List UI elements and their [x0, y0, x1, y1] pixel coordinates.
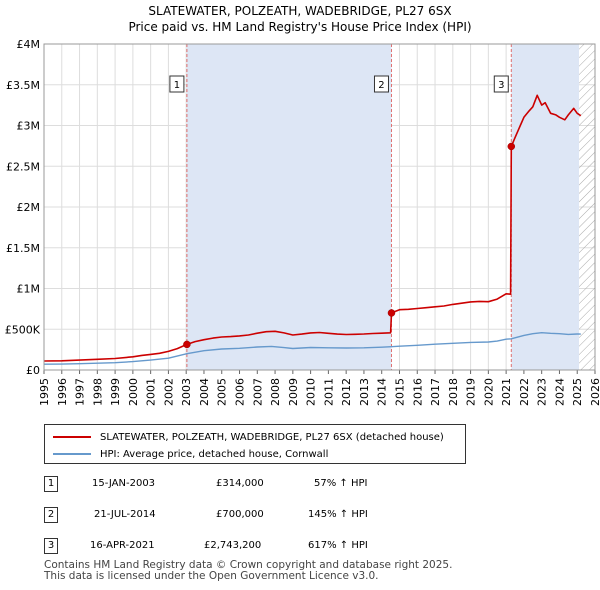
- x-tick-label: 1996: [56, 378, 69, 406]
- hpi-line: [43, 332, 581, 365]
- x-tick-label: 2020: [482, 378, 495, 406]
- x-tick-label: 2022: [518, 378, 531, 406]
- transaction-hpi-change: 145% ↑ HPI: [308, 509, 368, 520]
- y-tick-label: £3.5M: [6, 79, 40, 92]
- sale-label-box: [169, 75, 185, 93]
- x-tick-label: 1995: [38, 378, 51, 406]
- y-tick-label: £3M: [17, 120, 41, 133]
- sale-label: 3: [498, 80, 504, 91]
- chart-title: SLATEWATER, POLZEATH, WADEBRIDGE, PL27 6…: [148, 4, 452, 18]
- x-tick-label: 2016: [411, 378, 424, 406]
- legend-hpi-label: HPI: Average price, detached house, Corn…: [100, 448, 329, 460]
- transaction-number: 1: [44, 476, 58, 492]
- x-tick-label: 2017: [429, 378, 442, 406]
- price-chart: 1 2 3 £0 £500K £1M £1.5M £2M £2.5M £3M £3.5M £4M 19…: [5, 38, 600, 406]
- x-tick-label: 2015: [393, 378, 406, 406]
- x-tick-label: 2005: [216, 378, 229, 406]
- x-tick-label: 2006: [234, 378, 247, 406]
- legend-property-label: SLATEWATER, POLZEATH, WADEBRIDGE, PL27 6…: [100, 431, 444, 443]
- x-tick-label: 2002: [162, 378, 175, 406]
- sale-point: [183, 340, 191, 349]
- x-tick-label: 2012: [340, 378, 353, 406]
- x-tick-label: 2026: [589, 378, 600, 406]
- transaction-hpi-change: 617% ↑ HPI: [308, 540, 368, 551]
- sale-point: [387, 309, 396, 317]
- x-tick-label: 2003: [180, 378, 193, 406]
- transaction-price: £314,000: [216, 478, 264, 489]
- transaction-date: 16-APR-2021: [90, 540, 155, 551]
- x-tick-label: 2025: [571, 378, 584, 406]
- sale-point: [507, 142, 516, 151]
- x-tick-label: 2014: [376, 378, 389, 406]
- x-tick-label: 1999: [109, 378, 122, 406]
- x-tick-label: 2019: [465, 378, 478, 406]
- chart-legend: SLATEWATER, POLZEATH, WADEBRIDGE, PL27 6…: [44, 424, 466, 464]
- x-tick-label: 2009: [287, 378, 300, 406]
- x-tick-label: 2018: [447, 378, 460, 406]
- transaction-number: 3: [44, 538, 58, 554]
- shaded-period: [511, 44, 580, 370]
- transaction-number: 2: [44, 507, 58, 523]
- transaction-hpi-change: 57% ↑ HPI: [314, 478, 368, 489]
- transaction-price: £2,743,200: [204, 540, 262, 551]
- y-tick-label: £1M: [17, 283, 41, 296]
- x-tick-label: 2023: [536, 378, 549, 406]
- x-tick-label: 1998: [91, 378, 104, 406]
- hpi-line-swatch: [53, 453, 91, 455]
- transaction-price: £700,000: [216, 509, 264, 520]
- y-tick-label: £0: [26, 364, 40, 377]
- x-tick-label: 1997: [74, 378, 87, 406]
- sale-label: 1: [174, 80, 180, 91]
- transaction-date: 15-JAN-2003: [92, 478, 156, 489]
- shaded-period: [186, 44, 392, 370]
- x-tick-label: 2004: [198, 378, 211, 406]
- sale-label-box: [493, 75, 509, 93]
- y-tick-label: £2.5M: [6, 160, 40, 173]
- chart-subtitle: Price paid vs. HM Land Registry's House …: [128, 20, 472, 34]
- sale-label: 2: [378, 80, 384, 91]
- x-tick-label: 2007: [251, 378, 264, 406]
- property-line-swatch: [53, 436, 91, 438]
- x-tick-label: 2021: [500, 378, 513, 406]
- footer: Contains HM Land Registry data © Crown c…: [44, 560, 452, 582]
- x-tick-label: 2011: [322, 378, 335, 406]
- x-tick-label: 2008: [269, 378, 282, 406]
- sale-label-box: [373, 75, 389, 93]
- x-tick-label: 2013: [358, 378, 371, 406]
- x-tick-label: 2010: [305, 378, 318, 406]
- x-tick-label: 2000: [127, 378, 140, 406]
- y-tick-label: £1.5M: [6, 242, 40, 255]
- plot-border: [43, 43, 596, 371]
- y-tick-label: £4M: [17, 38, 41, 51]
- x-tick-label: 2024: [553, 378, 566, 406]
- forecast-hatch: [579, 44, 595, 370]
- footer-copyright: Contains HM Land Registry data © Crown c…: [44, 559, 453, 571]
- transaction-date: 21-JUL-2014: [94, 509, 156, 520]
- footer-licence: This data is licensed under the Open Gov…: [44, 570, 379, 582]
- legend-item-property: SLATEWATER, POLZEATH, WADEBRIDGE, PL27 6…: [53, 429, 444, 445]
- legend-item-hpi: HPI: Average price, detached house, Corn…: [53, 446, 328, 462]
- x-tick-label: 2001: [145, 378, 158, 406]
- y-tick-label: £500K: [5, 323, 41, 336]
- y-tick-label: £2M: [17, 201, 41, 214]
